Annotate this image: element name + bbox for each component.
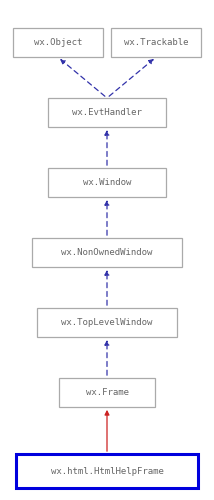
Text: wx.NonOwnedWindow: wx.NonOwnedWindow xyxy=(61,248,153,257)
Text: wx.TopLevelWindow: wx.TopLevelWindow xyxy=(61,318,153,327)
FancyBboxPatch shape xyxy=(48,98,166,127)
FancyBboxPatch shape xyxy=(37,308,177,337)
FancyBboxPatch shape xyxy=(32,238,182,267)
FancyBboxPatch shape xyxy=(13,28,103,57)
Text: wx.Frame: wx.Frame xyxy=(86,388,128,397)
Text: wx.EvtHandler: wx.EvtHandler xyxy=(72,108,142,117)
Text: wx.Object: wx.Object xyxy=(34,38,82,47)
Text: wx.html.HtmlHelpFrame: wx.html.HtmlHelpFrame xyxy=(51,466,163,475)
FancyBboxPatch shape xyxy=(111,28,201,57)
FancyBboxPatch shape xyxy=(16,454,198,488)
FancyBboxPatch shape xyxy=(48,168,166,197)
FancyBboxPatch shape xyxy=(59,378,155,407)
Text: wx.Window: wx.Window xyxy=(83,178,131,187)
Text: wx.Trackable: wx.Trackable xyxy=(124,38,189,47)
